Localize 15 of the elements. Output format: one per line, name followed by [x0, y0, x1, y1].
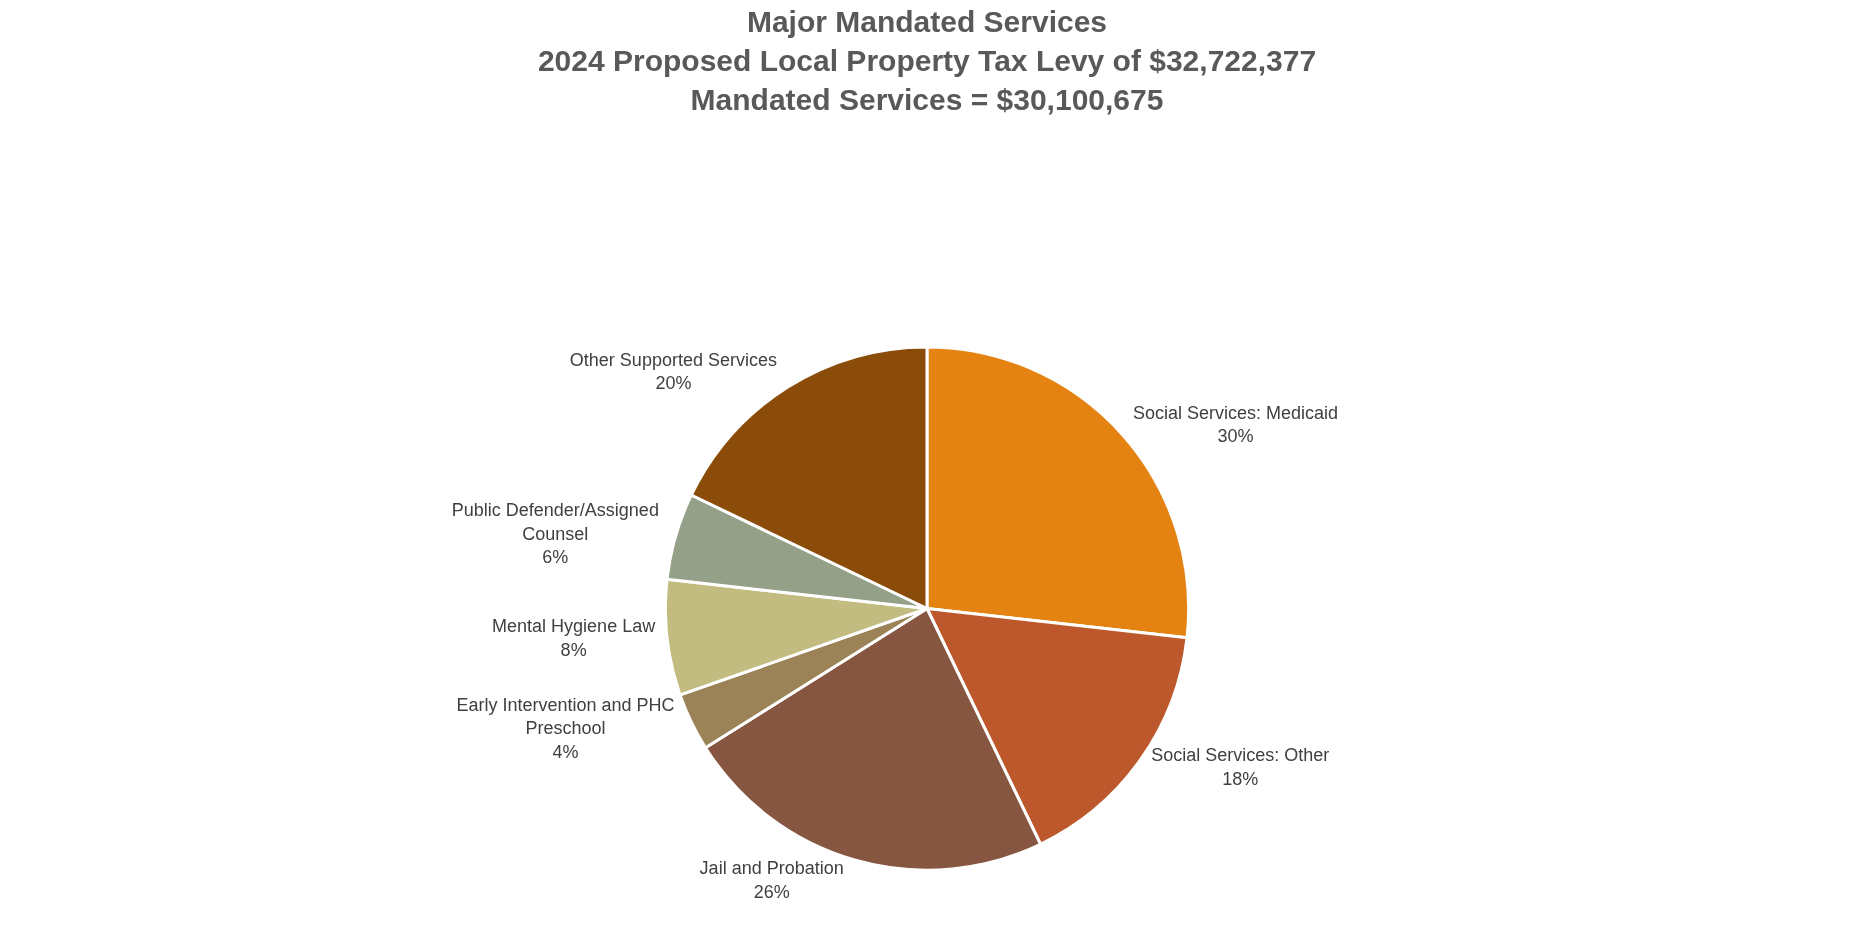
slice-label: Mental Hygiene Law — [492, 616, 657, 637]
data-label: 6% — [542, 546, 569, 567]
chart-title: Major Mandated Services 2024 Proposed Local Property Tax Levy of $32,722,377 Mandated Services = $30,100,675 — [537, 5, 1317, 117]
data-label: 26% — [753, 881, 790, 902]
slice-label: Early Intervention and PHC Preschool — [456, 694, 675, 739]
slice-label: Social Services: Other — [1151, 745, 1330, 766]
slice-label: Other Supported Services — [569, 349, 777, 370]
data-label: 18% — [1222, 768, 1259, 789]
slice-label: Jail and Probation — [699, 858, 844, 879]
slice-label: Social Services: Medicaid — [1132, 402, 1339, 423]
data-label: 4% — [552, 741, 579, 762]
slice-label: Public Defender/Assigned Counsel — [451, 500, 659, 544]
data-label: 8% — [560, 639, 587, 660]
data-label: 30% — [1217, 426, 1254, 447]
data-label: 20% — [655, 373, 692, 394]
